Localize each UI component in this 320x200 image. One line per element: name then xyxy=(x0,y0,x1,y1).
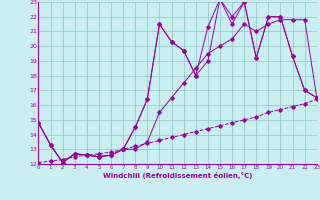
X-axis label: Windchill (Refroidissement éolien,°C): Windchill (Refroidissement éolien,°C) xyxy=(103,172,252,179)
